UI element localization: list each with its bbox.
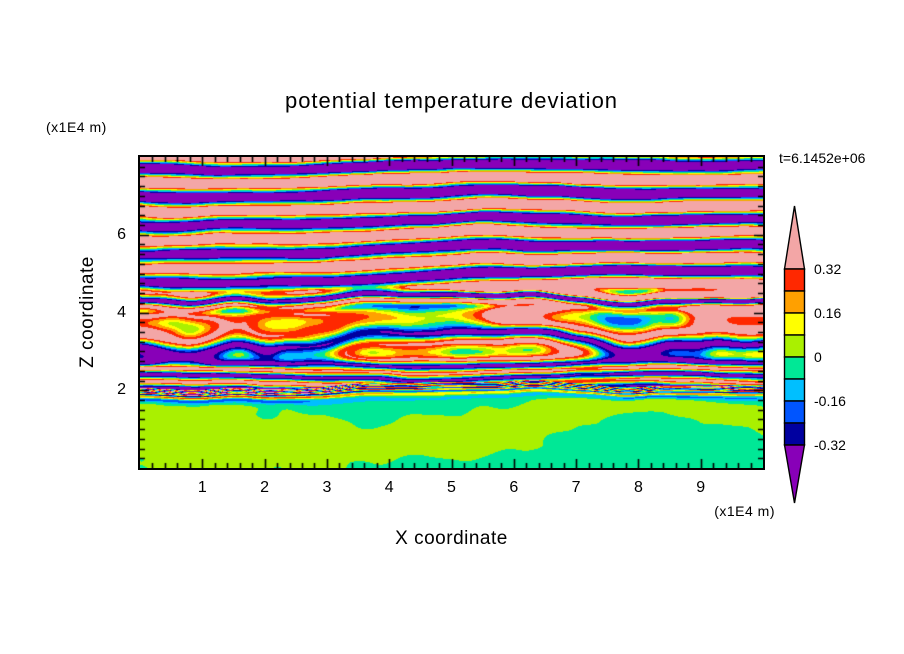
plot-frame [138,155,765,470]
colorbar-band [783,290,806,314]
heatmap-canvas [140,157,763,468]
x-axis-unit-label: (x1E4 m) [714,503,775,519]
x-tick-label: 9 [696,479,706,496]
x-tick-label: 7 [571,479,581,496]
colorbar-svg [783,205,806,504]
x-tick-label: 2 [260,479,270,496]
colorbar-band [783,334,806,358]
colorbar-band [783,268,806,292]
colorbar [783,200,806,510]
colorbar-tick-label: 0.16 [814,305,842,321]
x-tick-label: 6 [509,479,519,496]
colorbar-tick-label: -0.16 [814,393,846,409]
x-tick-label: 5 [447,479,456,496]
x-tick-label: 3 [322,479,332,496]
colorbar-over-cap [783,205,806,270]
x-tick-label: 8 [633,479,643,496]
colorbar-band [783,378,806,402]
x-axis-title: X coordinate [395,528,508,549]
colorbar-under-cap [783,444,806,504]
colorbar-tick-label: 0.32 [814,261,842,277]
z-axis-unit-label: (x1E4 m) [46,119,107,135]
z-tick-label: 4 [117,303,126,321]
z-tick-label: 2 [117,381,126,399]
colorbar-tick-label: 0 [814,349,822,365]
z-tick-label: 6 [117,225,126,243]
x-tick-label: 4 [384,479,394,496]
colorbar-tick-label: -0.32 [814,437,846,453]
chart-title: potential temperature deviation [284,88,619,113]
colorbar-band [783,422,806,446]
colorbar-band [783,400,806,424]
colorbar-band [783,312,806,336]
x-tick-label: 1 [197,479,207,496]
colorbar-band [783,356,806,380]
time-annotation: t=6.1452e+06 [779,150,866,166]
